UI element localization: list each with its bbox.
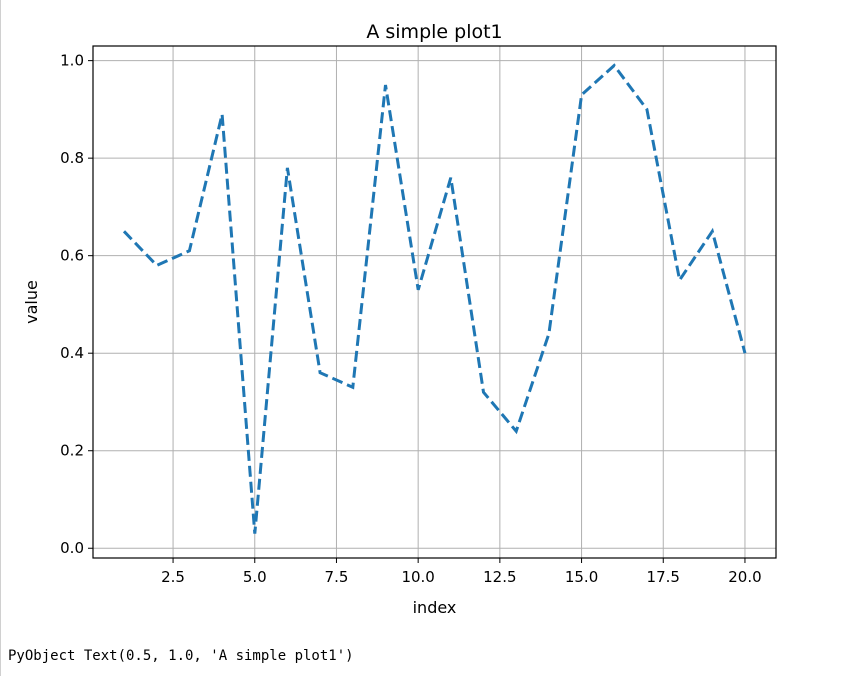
y-tick-label: 0.4 [60, 344, 84, 362]
y-tick-label: 0.2 [60, 442, 84, 460]
plot-area [122, 63, 747, 534]
y-tick-label: 0.8 [60, 149, 84, 167]
x-tick-label: 10.0 [401, 568, 434, 586]
y-tick-label: 0.0 [60, 539, 84, 557]
x-tick-label: 2.5 [161, 568, 185, 586]
line-chart: 2.5 5.0 7.5 10.0 12.5 15.0 17.5 20.0 0.0 0.2 0.4 0.… [22, 21, 777, 617]
cell-output-text: PyObject Text(0.5, 1.0, 'A simple plot1'… [8, 648, 354, 664]
axes-frame [92, 45, 777, 559]
x-tick-label: 5.0 [243, 568, 267, 586]
x-tick-label: 17.5 [647, 568, 680, 586]
chart-title: A simple plot1 [366, 21, 502, 43]
x-tick-label: 12.5 [483, 568, 516, 586]
series-line [122, 63, 747, 534]
cell-left-border [0, 0, 1, 676]
x-axis-label: index [413, 598, 457, 617]
y-axis-label: value [22, 280, 41, 324]
axis-ticks: 2.5 5.0 7.5 10.0 12.5 15.0 17.5 20.0 0.0 0.2 0.4 0.… [60, 52, 762, 586]
x-tick-label: 15.0 [565, 568, 598, 586]
y-tick-label: 1.0 [60, 52, 84, 70]
x-tick-label: 20.0 [728, 568, 761, 586]
grid-lines [93, 46, 776, 558]
x-tick-label: 7.5 [325, 568, 349, 586]
y-tick-label: 0.6 [60, 247, 84, 265]
